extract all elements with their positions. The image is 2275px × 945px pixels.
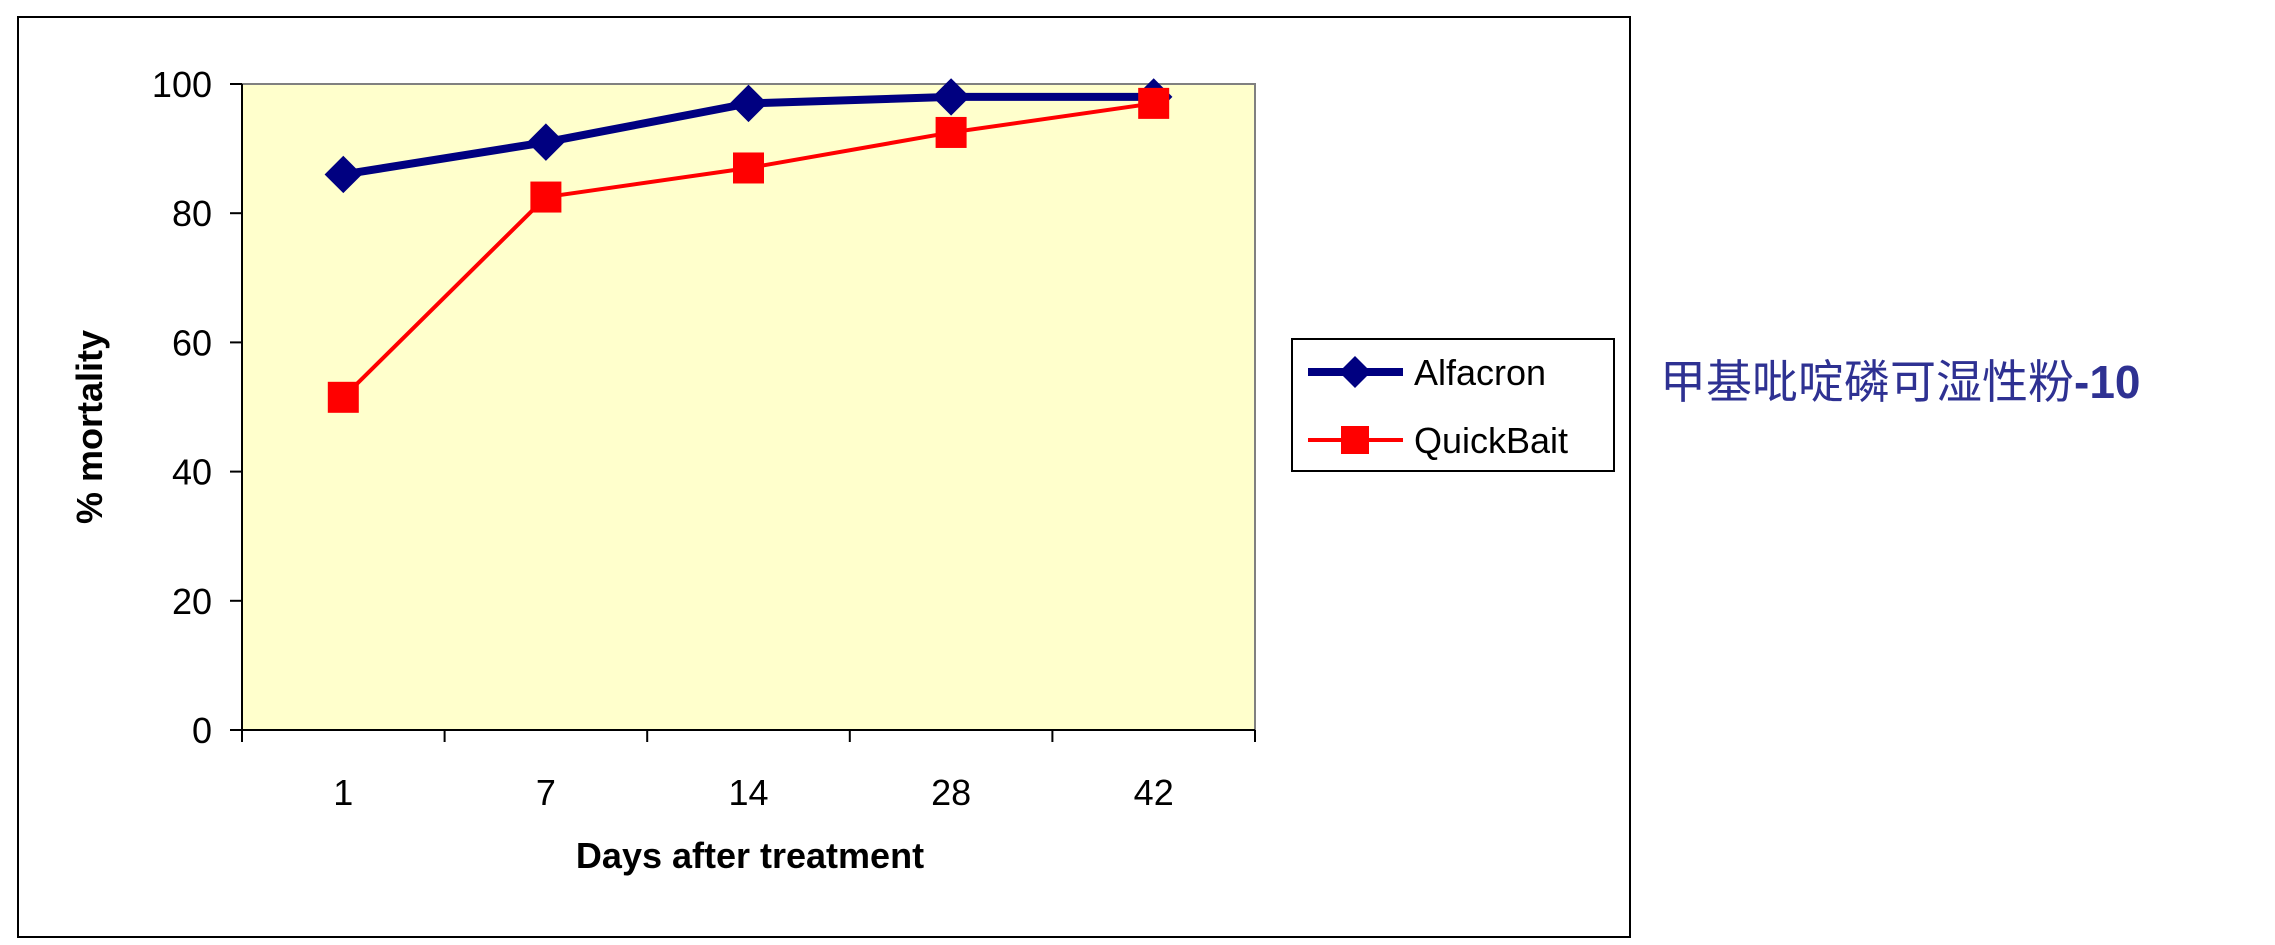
y-tick-label: 80 (172, 193, 212, 234)
legend-marker-quickbait (1341, 426, 1369, 454)
side-caption: 甲基吡啶磷可湿性粉-10 (1660, 355, 2140, 409)
axes: 0 20 40 60 80 100 1 7 14 28 42 (152, 64, 1256, 813)
legend: Alfacron QuickBait (1291, 338, 1615, 472)
marker-layer (324, 78, 1173, 413)
data-point-quickbait (1138, 87, 1170, 119)
y-tick-label: 60 (172, 322, 212, 363)
y-tick-label: 0 (192, 710, 212, 751)
data-point-alfacron (932, 78, 970, 116)
x-tick-label: 14 (728, 772, 768, 813)
data-point-alfacron (324, 155, 363, 194)
data-point-quickbait (733, 152, 764, 184)
data-point-quickbait (327, 381, 359, 413)
x-tick-label: 42 (1134, 772, 1174, 813)
legend-marker-alfacron (1339, 356, 1371, 388)
data-point-quickbait (530, 181, 562, 213)
legend-label-alfacron: Alfacron (1414, 352, 1546, 393)
y-axis-title: % mortality (69, 330, 110, 524)
y-tick-label: 40 (172, 452, 212, 493)
data-point-quickbait (935, 116, 967, 148)
y-tick-label: 20 (172, 581, 212, 622)
legend-label-quickbait: QuickBait (1414, 420, 1568, 461)
x-tick-label: 1 (333, 772, 353, 813)
data-point-alfacron (527, 123, 565, 161)
plot-area (241, 83, 1256, 731)
x-tick-label: 28 (931, 772, 971, 813)
data-point-alfacron (729, 84, 768, 123)
x-axis-title: Days after treatment (576, 835, 924, 876)
side-caption-main: 甲基吡啶磷可湿性粉 (1660, 355, 2074, 409)
x-tick-label: 7 (536, 772, 556, 813)
y-tick-label: 100 (152, 64, 212, 105)
side-caption-suffix: -10 (2074, 356, 2140, 408)
